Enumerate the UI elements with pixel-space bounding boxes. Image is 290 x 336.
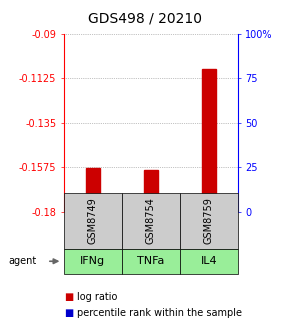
Text: log ratio: log ratio [77, 292, 117, 302]
Text: ■: ■ [64, 292, 73, 302]
Text: GDS498 / 20210: GDS498 / 20210 [88, 12, 202, 26]
Text: GSM8759: GSM8759 [204, 198, 214, 244]
Text: GSM8749: GSM8749 [88, 198, 98, 244]
Bar [86, 168, 100, 212]
Bar [144, 170, 158, 212]
Bar [147, 202, 155, 205]
Text: agent: agent [9, 256, 37, 266]
Text: percentile rank within the sample: percentile rank within the sample [77, 308, 242, 318]
Text: TNFa: TNFa [137, 256, 164, 266]
Bar [202, 69, 216, 212]
Bar [205, 195, 213, 199]
Text: IFNg: IFNg [80, 256, 105, 266]
Text: GSM8754: GSM8754 [146, 198, 156, 244]
Text: IL4: IL4 [200, 256, 217, 266]
Text: ■: ■ [64, 308, 73, 318]
Bar [89, 202, 97, 206]
